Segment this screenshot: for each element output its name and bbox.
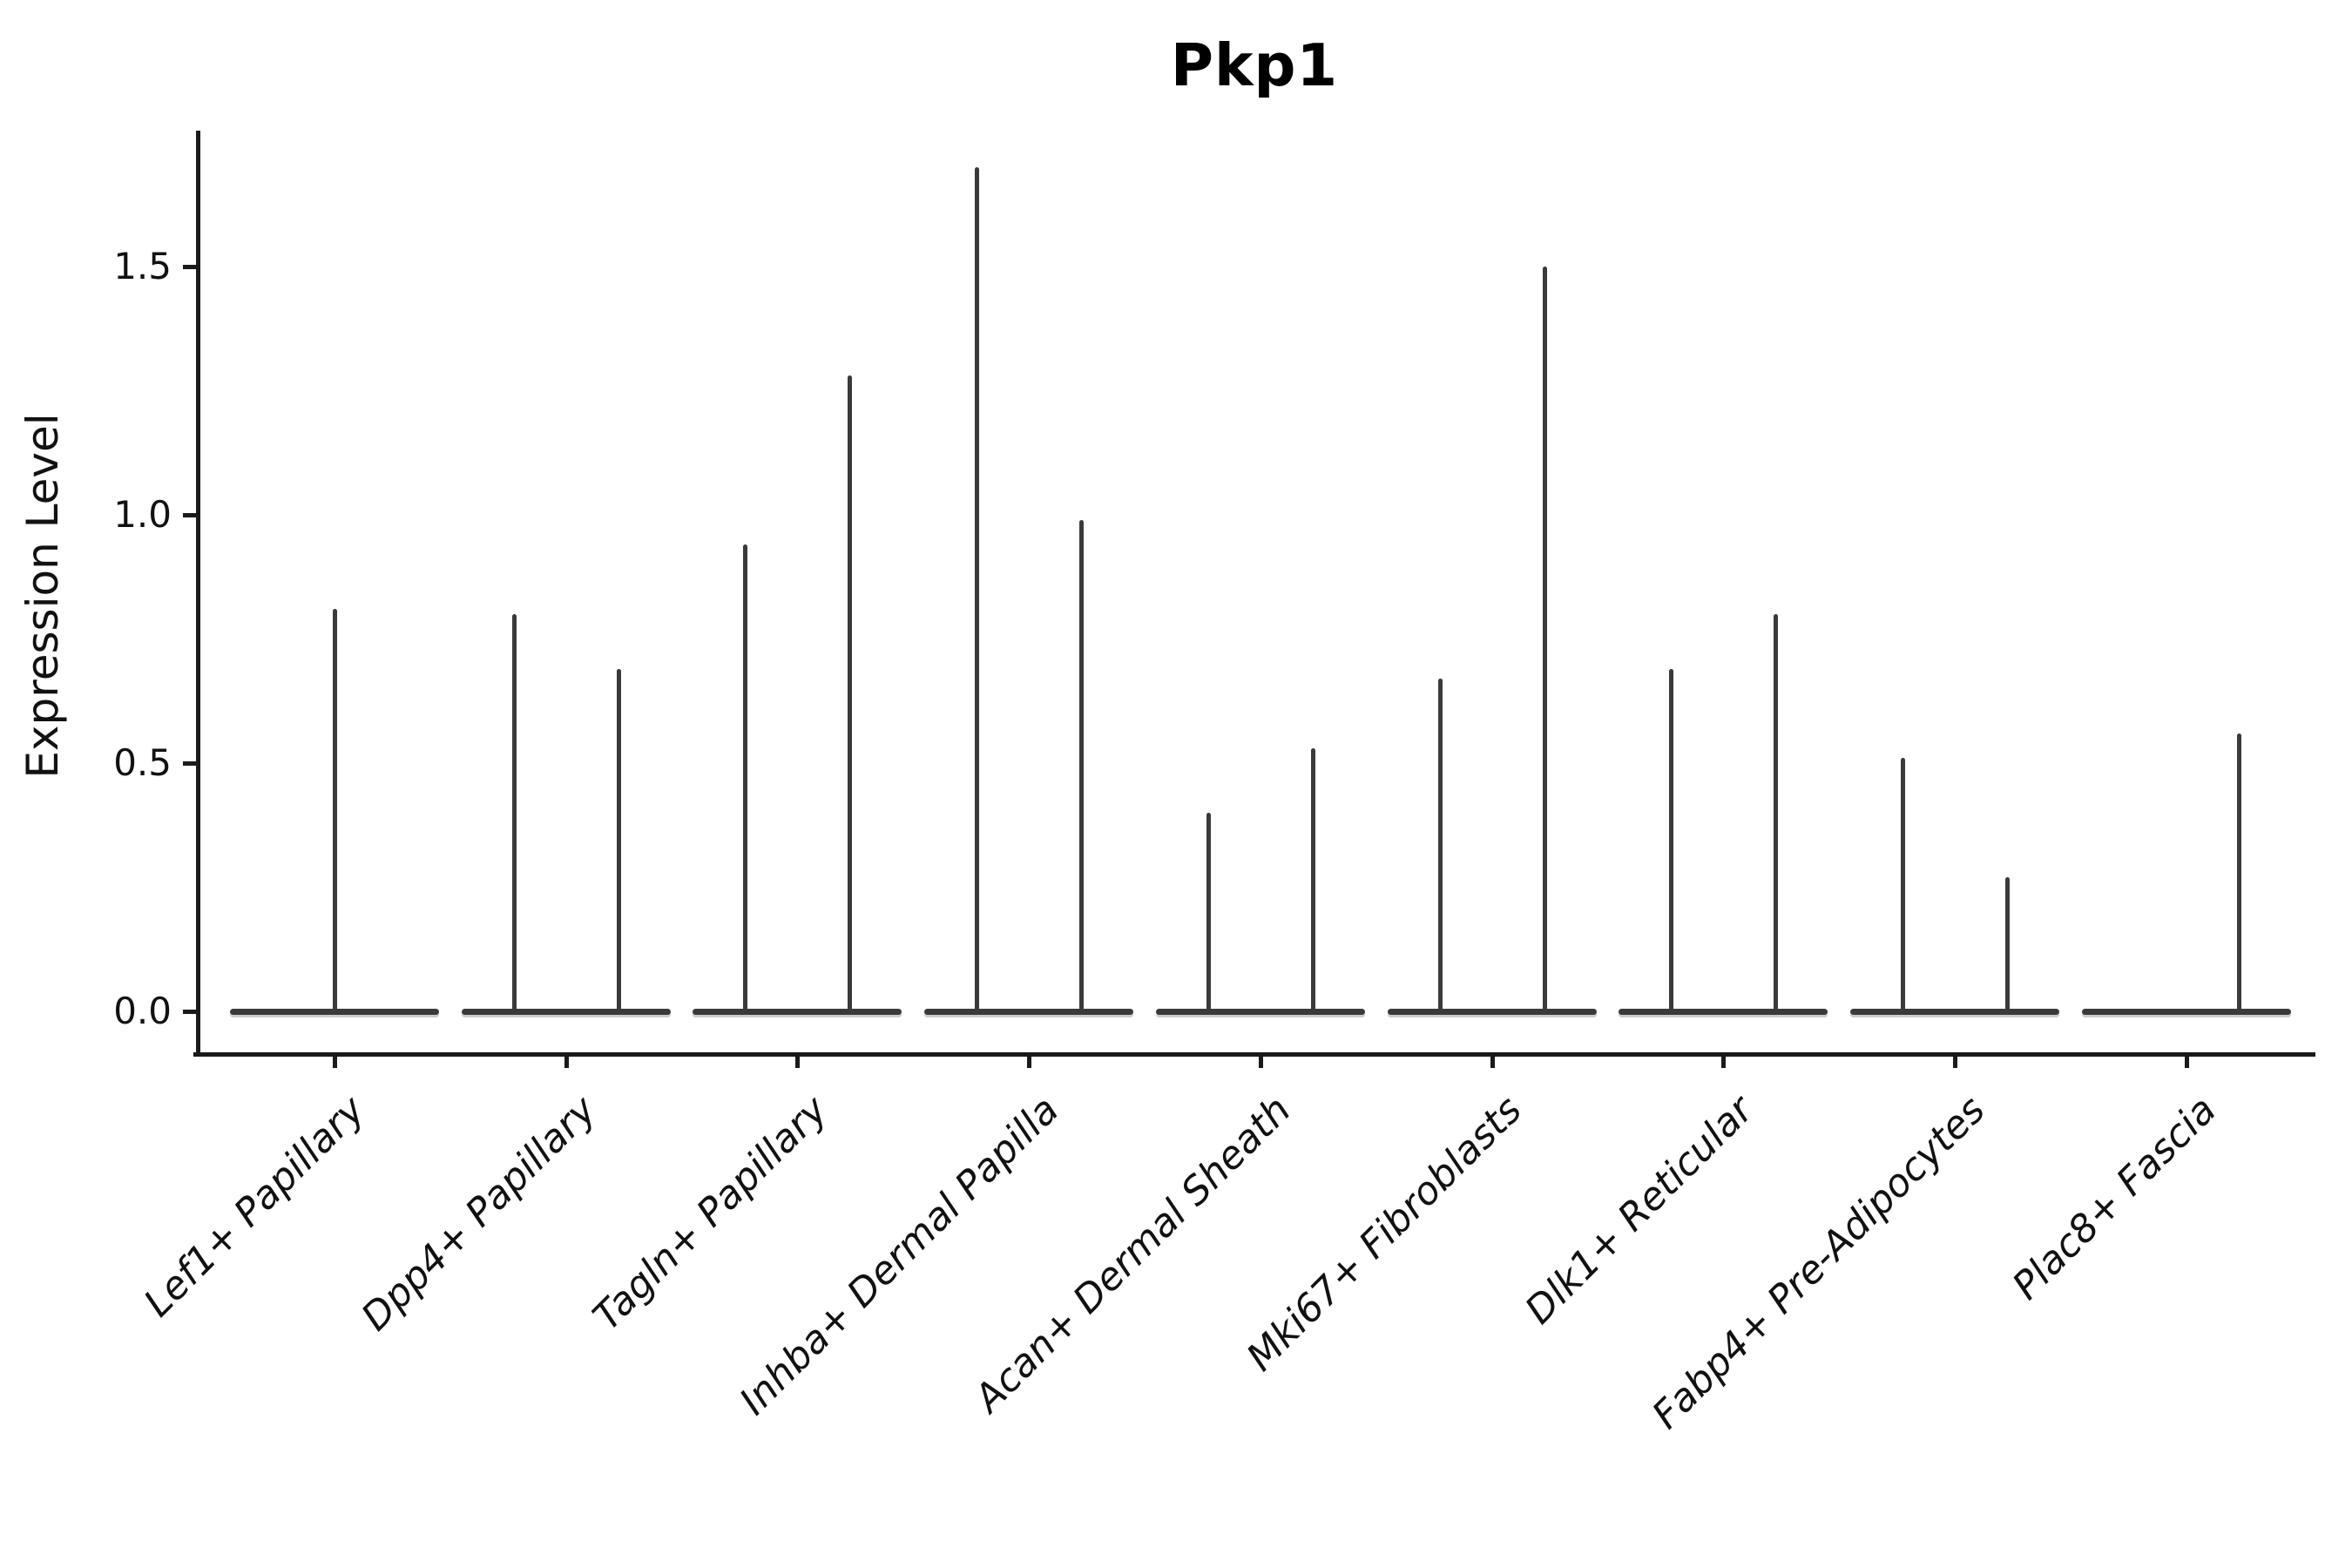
plot-title: Pkp1 — [1170, 31, 1339, 99]
violin-spike — [616, 668, 621, 1013]
violin-spike — [743, 544, 748, 1013]
y-tick-label: 0.5 — [113, 741, 172, 784]
x-tick-mark — [795, 1052, 801, 1068]
violin-baseline — [924, 1009, 1134, 1015]
violin-spike — [1542, 267, 1547, 1013]
violin-spike — [1669, 668, 1674, 1013]
y-tick-label: 1.0 — [113, 493, 172, 536]
x-tick-mark — [1490, 1052, 1495, 1068]
x-tick-label: Tagln+ Papillary — [585, 1087, 837, 1340]
x-tick-mark — [1027, 1052, 1032, 1068]
x-tick-label: Dpp4+ Papillary — [353, 1087, 605, 1340]
y-tick-mark — [183, 761, 196, 766]
violin-baseline — [1387, 1009, 1597, 1015]
violin-spike — [1774, 614, 1779, 1013]
y-axis-spine — [196, 131, 200, 1057]
x-tick-mark — [1258, 1052, 1263, 1068]
violin-spike — [1206, 813, 1211, 1013]
violin-baseline — [1849, 1009, 2059, 1015]
y-tick-mark — [183, 265, 196, 269]
x-tick-label: Plac8+ Fascia — [2004, 1087, 2226, 1308]
violin-spike — [1310, 747, 1315, 1013]
y-tick-mark — [183, 513, 196, 517]
x-tick-mark — [564, 1052, 569, 1068]
x-tick-label: Dlk1+ Reticular — [1517, 1087, 1762, 1333]
violin-spike — [1900, 758, 1905, 1013]
violin-spike — [511, 614, 517, 1013]
violin-spike — [1437, 679, 1443, 1013]
violin-spike — [2236, 733, 2241, 1013]
x-tick-mark — [333, 1052, 337, 1068]
violin-baseline — [1619, 1009, 1828, 1015]
x-tick-mark — [1721, 1052, 1727, 1068]
violin-spike — [333, 609, 337, 1013]
violin-spike — [975, 167, 980, 1013]
x-tick-mark — [2184, 1052, 2189, 1068]
violin-spike — [1079, 519, 1085, 1013]
violin-spike — [2004, 877, 2010, 1013]
x-tick-mark — [1952, 1052, 1957, 1068]
violin-baseline — [1155, 1009, 1365, 1015]
violin-baseline — [461, 1009, 671, 1015]
violin-baseline — [693, 1009, 902, 1015]
y-tick-label: 1.5 — [113, 245, 172, 287]
x-axis-spine — [193, 1052, 2315, 1057]
violin-spike — [848, 375, 853, 1013]
y-tick-label: 0.0 — [113, 990, 172, 1032]
y-tick-mark — [183, 1010, 196, 1014]
violin-baseline — [2081, 1009, 2291, 1015]
x-tick-label: Lef1+ Papillary — [135, 1087, 374, 1326]
